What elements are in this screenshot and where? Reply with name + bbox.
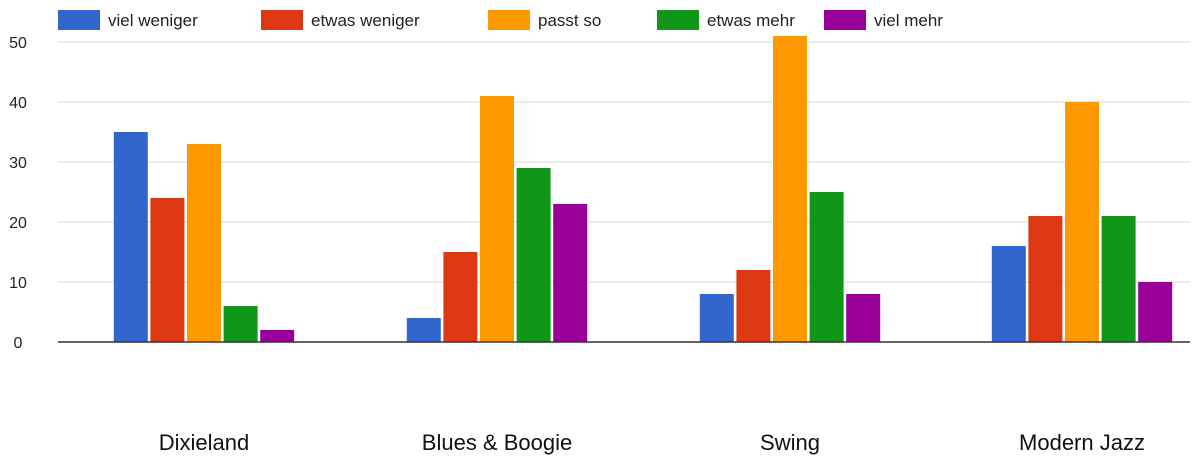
bar-etwas-mehr-blues-boogie — [516, 168, 551, 342]
category-label: Modern Jazz — [1019, 430, 1145, 455]
bar-viel-weniger-swing — [699, 294, 734, 342]
bar-passt-so-dixieland — [187, 144, 221, 342]
y-tick-label: 40 — [9, 95, 27, 112]
legend-item: viel weniger — [58, 10, 198, 30]
legend-label: viel mehr — [874, 11, 943, 30]
category-label: Blues & Boogie — [422, 430, 572, 455]
y-tick-label: 10 — [9, 275, 27, 292]
category-labels: Dixieland Blues & Boogie Swing Modern Jazz — [159, 430, 1145, 455]
bar-viel-weniger-blues-boogie — [406, 318, 441, 342]
legend-swatch — [261, 10, 303, 30]
category-label: Swing — [760, 430, 820, 455]
category-label: Dixieland — [159, 430, 250, 455]
legend-item: etwas weniger — [261, 10, 420, 30]
y-tick-label: 0 — [14, 335, 23, 352]
y-tick-label: 30 — [9, 155, 27, 172]
legend-label: viel weniger — [108, 11, 198, 30]
bar-etwas-mehr-modern-jazz — [1101, 216, 1136, 342]
legend-item: passt so — [488, 10, 601, 30]
bar-etwas-weniger-dixieland — [150, 198, 185, 342]
legend-swatch — [488, 10, 530, 30]
bar-viel-weniger-modern-jazz — [991, 246, 1026, 342]
legend: viel weniger etwas weniger passt so etwas m… — [58, 10, 943, 30]
bar-etwas-weniger-blues-boogie — [443, 252, 478, 342]
legend-label: passt so — [538, 11, 601, 30]
legend-swatch — [58, 10, 100, 30]
y-tick-label: 20 — [9, 215, 27, 232]
bar-etwas-mehr-dixieland — [223, 306, 258, 342]
bar-viel-mehr-dixieland — [260, 330, 295, 342]
legend-swatch — [824, 10, 866, 30]
bar-viel-weniger-dixieland — [113, 132, 148, 342]
bar-passt-so-swing — [773, 36, 807, 342]
bar-viel-mehr-swing — [846, 294, 881, 342]
bar-etwas-weniger-swing — [736, 270, 771, 342]
legend-label: etwas weniger — [311, 11, 420, 30]
y-axis-ticks: 0 10 20 30 40 50 — [9, 35, 27, 352]
legend-item: viel mehr — [824, 10, 943, 30]
y-tick-label: 50 — [9, 35, 27, 52]
bars — [113, 36, 1173, 342]
bar-viel-mehr-blues-boogie — [553, 204, 588, 342]
legend-swatch — [657, 10, 699, 30]
legend-item: etwas mehr — [657, 10, 795, 30]
bar-etwas-mehr-swing — [809, 192, 844, 342]
legend-label: etwas mehr — [707, 11, 795, 30]
bar-passt-so-modern-jazz — [1065, 102, 1099, 342]
bar-passt-so-blues-boogie — [480, 96, 514, 342]
bar-etwas-weniger-modern-jazz — [1028, 216, 1063, 342]
bar-viel-mehr-modern-jazz — [1138, 282, 1173, 342]
